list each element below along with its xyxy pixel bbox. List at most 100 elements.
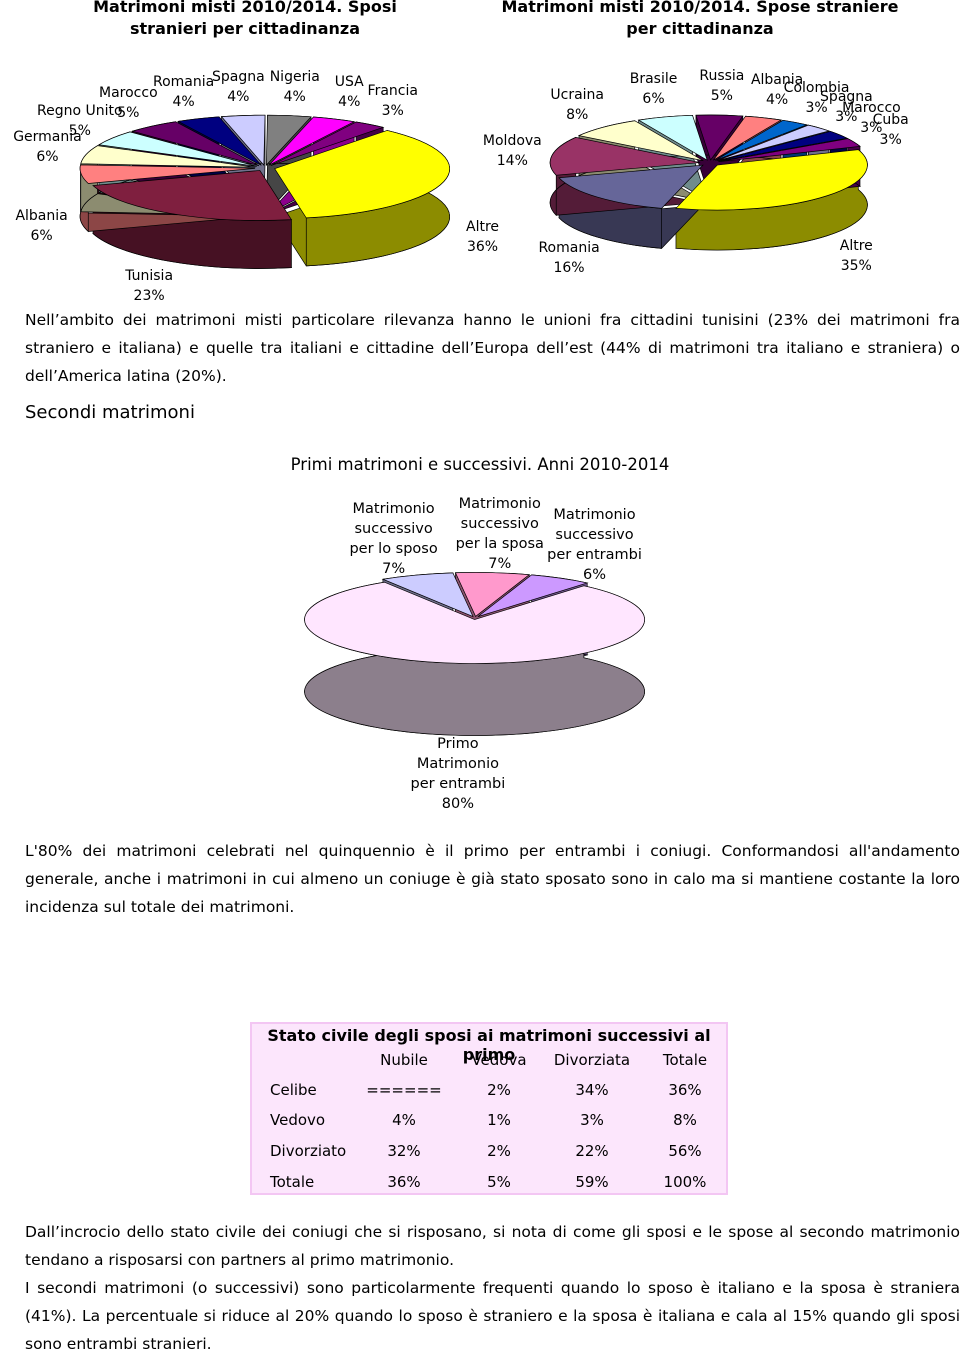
paragraph: L'80% dei matrimoni celebrati nel quinqu… [25,842,960,916]
slice-label: Matrimonio successivo per la sposa 7% [452,494,548,574]
value-label: 5% [68,123,91,140]
slice-label: Romania 4% [153,72,214,112]
slice-label: Cuba 3% [873,110,909,150]
slice-label: Marocco 5% [99,83,158,123]
slice-label: Spagna 4% [212,67,265,107]
slice-label: Colombia 3% [784,78,850,118]
slice [549,137,701,176]
value-label: 5% [710,88,733,105]
value-label: 5% [117,104,140,121]
slice-label: Albania 4% [751,70,803,110]
slice-label: Brasile 6% [630,69,678,109]
cell: 34% [575,1081,609,1099]
value-label: 4% [172,93,195,110]
slice [97,131,257,167]
slice-label: Moldova 14% [483,131,542,171]
category-label: Marocco [99,84,158,101]
cell: 22% [575,1142,609,1160]
category-label: Altre [839,237,873,254]
slice [718,138,861,163]
cell: ====== [366,1081,442,1099]
value-label: 4% [338,93,361,110]
table-title: Stato civile degli sposi ai matrimoni su… [267,1026,711,1064]
category-label: Germania [13,129,82,146]
slice [265,114,312,167]
slice [577,120,704,162]
slice-label: Marocco 3% [842,98,901,138]
slice [304,581,645,664]
slice-label: Matrimonio successivo per entrambi 6% [547,505,643,585]
value-label: 3% [381,102,404,119]
row-header: Vedovo [270,1111,326,1129]
value-label: 7% [488,556,512,573]
paragraph: Dall’incrocio dello stato civile dei con… [25,1223,960,1269]
slice [717,130,849,162]
slice [268,116,356,166]
column-header: Divorziata [553,1051,631,1069]
pie [79,114,451,269]
cell: 2% [487,1142,511,1160]
value-label: 23% [133,288,165,305]
chart-primi: Matrimonio successivo per lo sposo 7% Matr… [0,450,960,812]
cell: 3% [580,1111,604,1129]
slice [220,114,266,167]
value-label: 6% [30,227,53,244]
slice-label: Tunisia 23% [125,266,173,306]
category-label: Regno Unito [37,103,123,120]
category-label: Matrimonio successivo per la sposa [455,496,544,553]
cell: 5% [487,1173,511,1191]
table: Stato civile degli sposi ai matrimoni su… [250,1022,728,1195]
slice [715,119,809,161]
value-label: 80% [441,795,475,812]
column-header: Totale [662,1051,708,1069]
pie [304,572,645,736]
slice [92,170,293,221]
category-label: Altre [466,218,500,235]
value-label: 6% [36,149,59,166]
slice-label: Altre 36% [466,217,499,257]
category-label: Francia [367,82,418,99]
cell: 1% [487,1111,511,1129]
slice-label: Nigeria 4% [270,67,320,107]
slice [80,145,256,168]
value-label: 16% [553,259,585,276]
value-label: 3% [835,108,858,125]
category-label: Romania [153,73,215,90]
value-label: 6% [583,566,607,583]
chart-title: Matrimoni misti 2010/2014. Spose stranie… [501,0,899,38]
cell: 59% [575,1173,609,1191]
cell: 56% [668,1142,702,1160]
slice [130,121,260,167]
cell: 4% [392,1111,416,1129]
slice [270,121,385,166]
chart-title: Primi matrimoni e successivi. Anni 2010-… [290,455,670,474]
chart-title: Matrimoni misti 2010/2014. Sposi stranie… [93,0,397,38]
category-label: Romania [538,239,600,256]
slice [477,574,589,617]
category-label: Tunisia [125,268,174,285]
value-label: 3% [805,99,828,116]
slice-label: USA 4% [335,72,364,112]
category-label: Moldova [482,133,542,150]
category-label: Brasile [629,71,678,88]
value-label: 3% [860,119,883,136]
category-label: Colombia [783,79,850,96]
category-label: Primo Matrimonio per entrambi [410,735,506,792]
column-header: Vedova [471,1051,527,1069]
slice [675,149,868,211]
value-label: 8% [566,107,589,124]
slice-label: Spagna 3% [820,87,873,127]
slice [558,164,704,209]
value-label: 14% [496,153,528,170]
cell: 100% [663,1173,707,1191]
category-label: Matrimonio successivo per lo sposo [349,500,438,557]
cell: 2% [487,1081,511,1099]
slice-label: Germania 6% [13,127,82,167]
slice [381,572,474,618]
slice-label: Francia 3% [368,81,418,121]
chart-spose: Altre 35% Romania 16% Moldova 14% Ucraina 8% Bra… [480,0,960,300]
category-label: Albania [750,72,804,89]
cell: 32% [387,1142,421,1160]
value-label: 4% [765,92,789,109]
category-label: Russia [699,68,745,85]
